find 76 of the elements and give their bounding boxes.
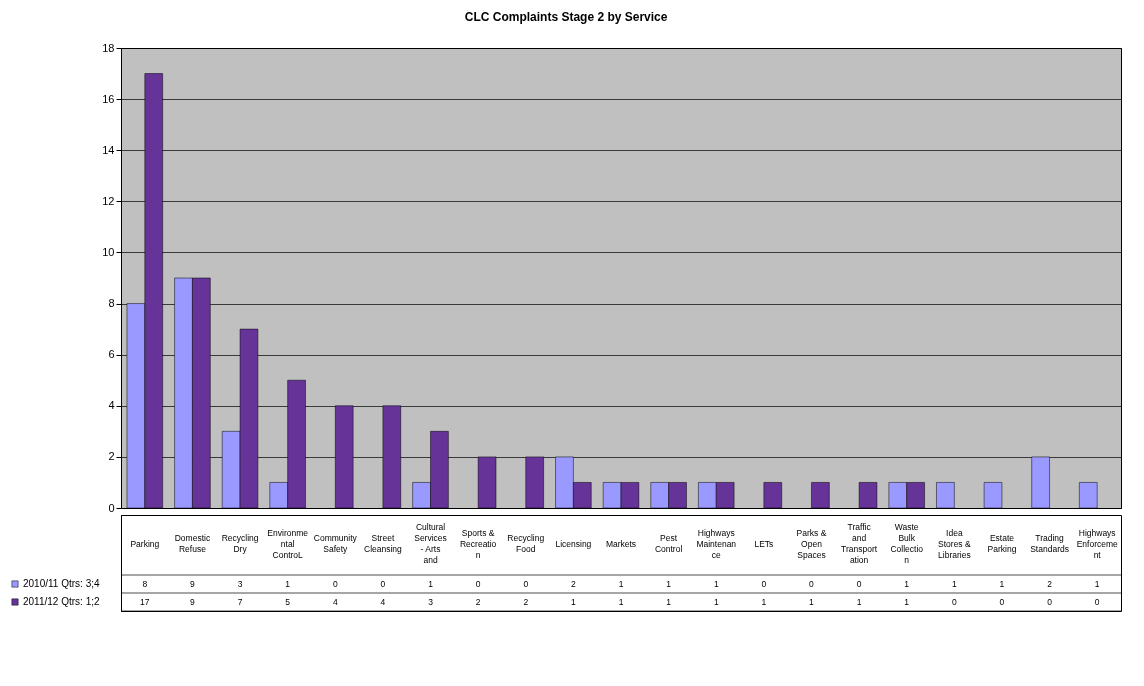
x-tick-label: Environmental ControL xyxy=(267,527,309,560)
data-label: 4 xyxy=(380,597,386,607)
data-label: 0 xyxy=(951,597,957,607)
y-tick-label: 4 xyxy=(108,399,115,412)
data-label: 2 xyxy=(571,579,577,589)
data-label: 1 xyxy=(428,579,434,589)
x-tick-label: Markets xyxy=(605,538,637,549)
y-tick-label: 8 xyxy=(108,297,115,310)
y-tick-label: 6 xyxy=(108,348,115,361)
data-label: 9 xyxy=(190,597,196,607)
y-tick-label: 0 xyxy=(108,501,115,514)
x-tick-label: Recycling Food xyxy=(507,533,545,554)
data-label: 1 xyxy=(285,579,291,589)
x-tick-label: Recycling Dry xyxy=(221,533,259,554)
x-tick-label: Traffic and Transportation xyxy=(841,522,878,565)
x-tick-label: Street Cleansing xyxy=(364,533,403,554)
data-label: 0 xyxy=(999,597,1005,607)
data-label: 7 xyxy=(237,597,243,607)
data-label: 0 xyxy=(761,579,767,589)
x-tick-label: Domestic Refuse xyxy=(174,533,211,554)
data-label: 1 xyxy=(666,597,672,607)
data-label: 2 xyxy=(1047,579,1053,589)
chart-title: CLC Complaints Stage 2 by Service xyxy=(464,9,668,24)
y-tick-label: 12 xyxy=(102,194,115,207)
data-label: 1 xyxy=(713,579,719,589)
x-tick-label: Highways Maintenance xyxy=(696,527,737,560)
y-tick-label: 2 xyxy=(108,450,115,463)
x-tick-label: Sports & Recreation xyxy=(459,527,497,560)
data-label: 8 xyxy=(142,579,148,589)
x-tick-label: Parking xyxy=(130,538,160,549)
x-tick-label: Licensing xyxy=(555,538,592,549)
x-tick-label: Idea Stores & Libraries xyxy=(938,527,971,560)
data-label: 0 xyxy=(856,579,862,589)
x-tick-label: Cultural Services - Arts and xyxy=(414,522,447,565)
data-label: 1 xyxy=(571,597,577,607)
legend-label: 2011/12 Qtrs: 1;2 xyxy=(23,596,100,607)
data-label: 1 xyxy=(809,597,815,607)
data-label: 1 xyxy=(904,579,910,589)
x-tick-label: Community Safety xyxy=(313,533,358,554)
data-label: 1 xyxy=(999,579,1005,589)
legend-label: 2010/11 Qtrs: 3;4 xyxy=(23,578,100,589)
data-label: 1 xyxy=(666,579,672,589)
y-tick-label: 14 xyxy=(102,143,115,156)
data-label: 2 xyxy=(475,597,481,607)
data-label: 1 xyxy=(713,597,719,607)
data-label: 5 xyxy=(285,597,291,607)
x-tick-label: Trading Standards xyxy=(1030,533,1069,554)
data-label: 0 xyxy=(332,579,338,589)
data-label: 1 xyxy=(761,597,767,607)
x-tick-label: Pest Control xyxy=(654,533,683,554)
x-tick-label: Highways Enforcement xyxy=(1076,527,1119,560)
data-label: 9 xyxy=(190,579,196,589)
data-label: 1 xyxy=(856,597,862,607)
data-label: 1 xyxy=(618,597,624,607)
x-tick-label: LETs xyxy=(754,538,774,549)
y-tick-label: 18 xyxy=(102,41,115,54)
x-tick-label: Waste Bulk Collection xyxy=(890,522,924,565)
data-label: 1 xyxy=(1094,579,1100,589)
data-label: 1 xyxy=(904,597,910,607)
x-tick-label: Parks & Open Spaces xyxy=(796,527,827,560)
y-tick-label: 16 xyxy=(102,92,115,105)
data-label: 3 xyxy=(237,579,243,589)
data-label: 1 xyxy=(618,579,624,589)
data-label: 0 xyxy=(809,579,815,589)
y-tick-label: 10 xyxy=(102,245,115,258)
data-label: 0 xyxy=(1094,597,1100,607)
data-label: 0 xyxy=(475,579,481,589)
data-label: 3 xyxy=(428,597,434,607)
data-label: 0 xyxy=(1047,597,1053,607)
data-label: 2 xyxy=(523,597,529,607)
data-label: 17 xyxy=(140,597,150,607)
data-label: 4 xyxy=(332,597,338,607)
data-label: 1 xyxy=(951,579,957,589)
data-label: 0 xyxy=(523,579,529,589)
x-tick-label: Estate Parking xyxy=(987,533,1017,554)
data-label: 0 xyxy=(380,579,386,589)
